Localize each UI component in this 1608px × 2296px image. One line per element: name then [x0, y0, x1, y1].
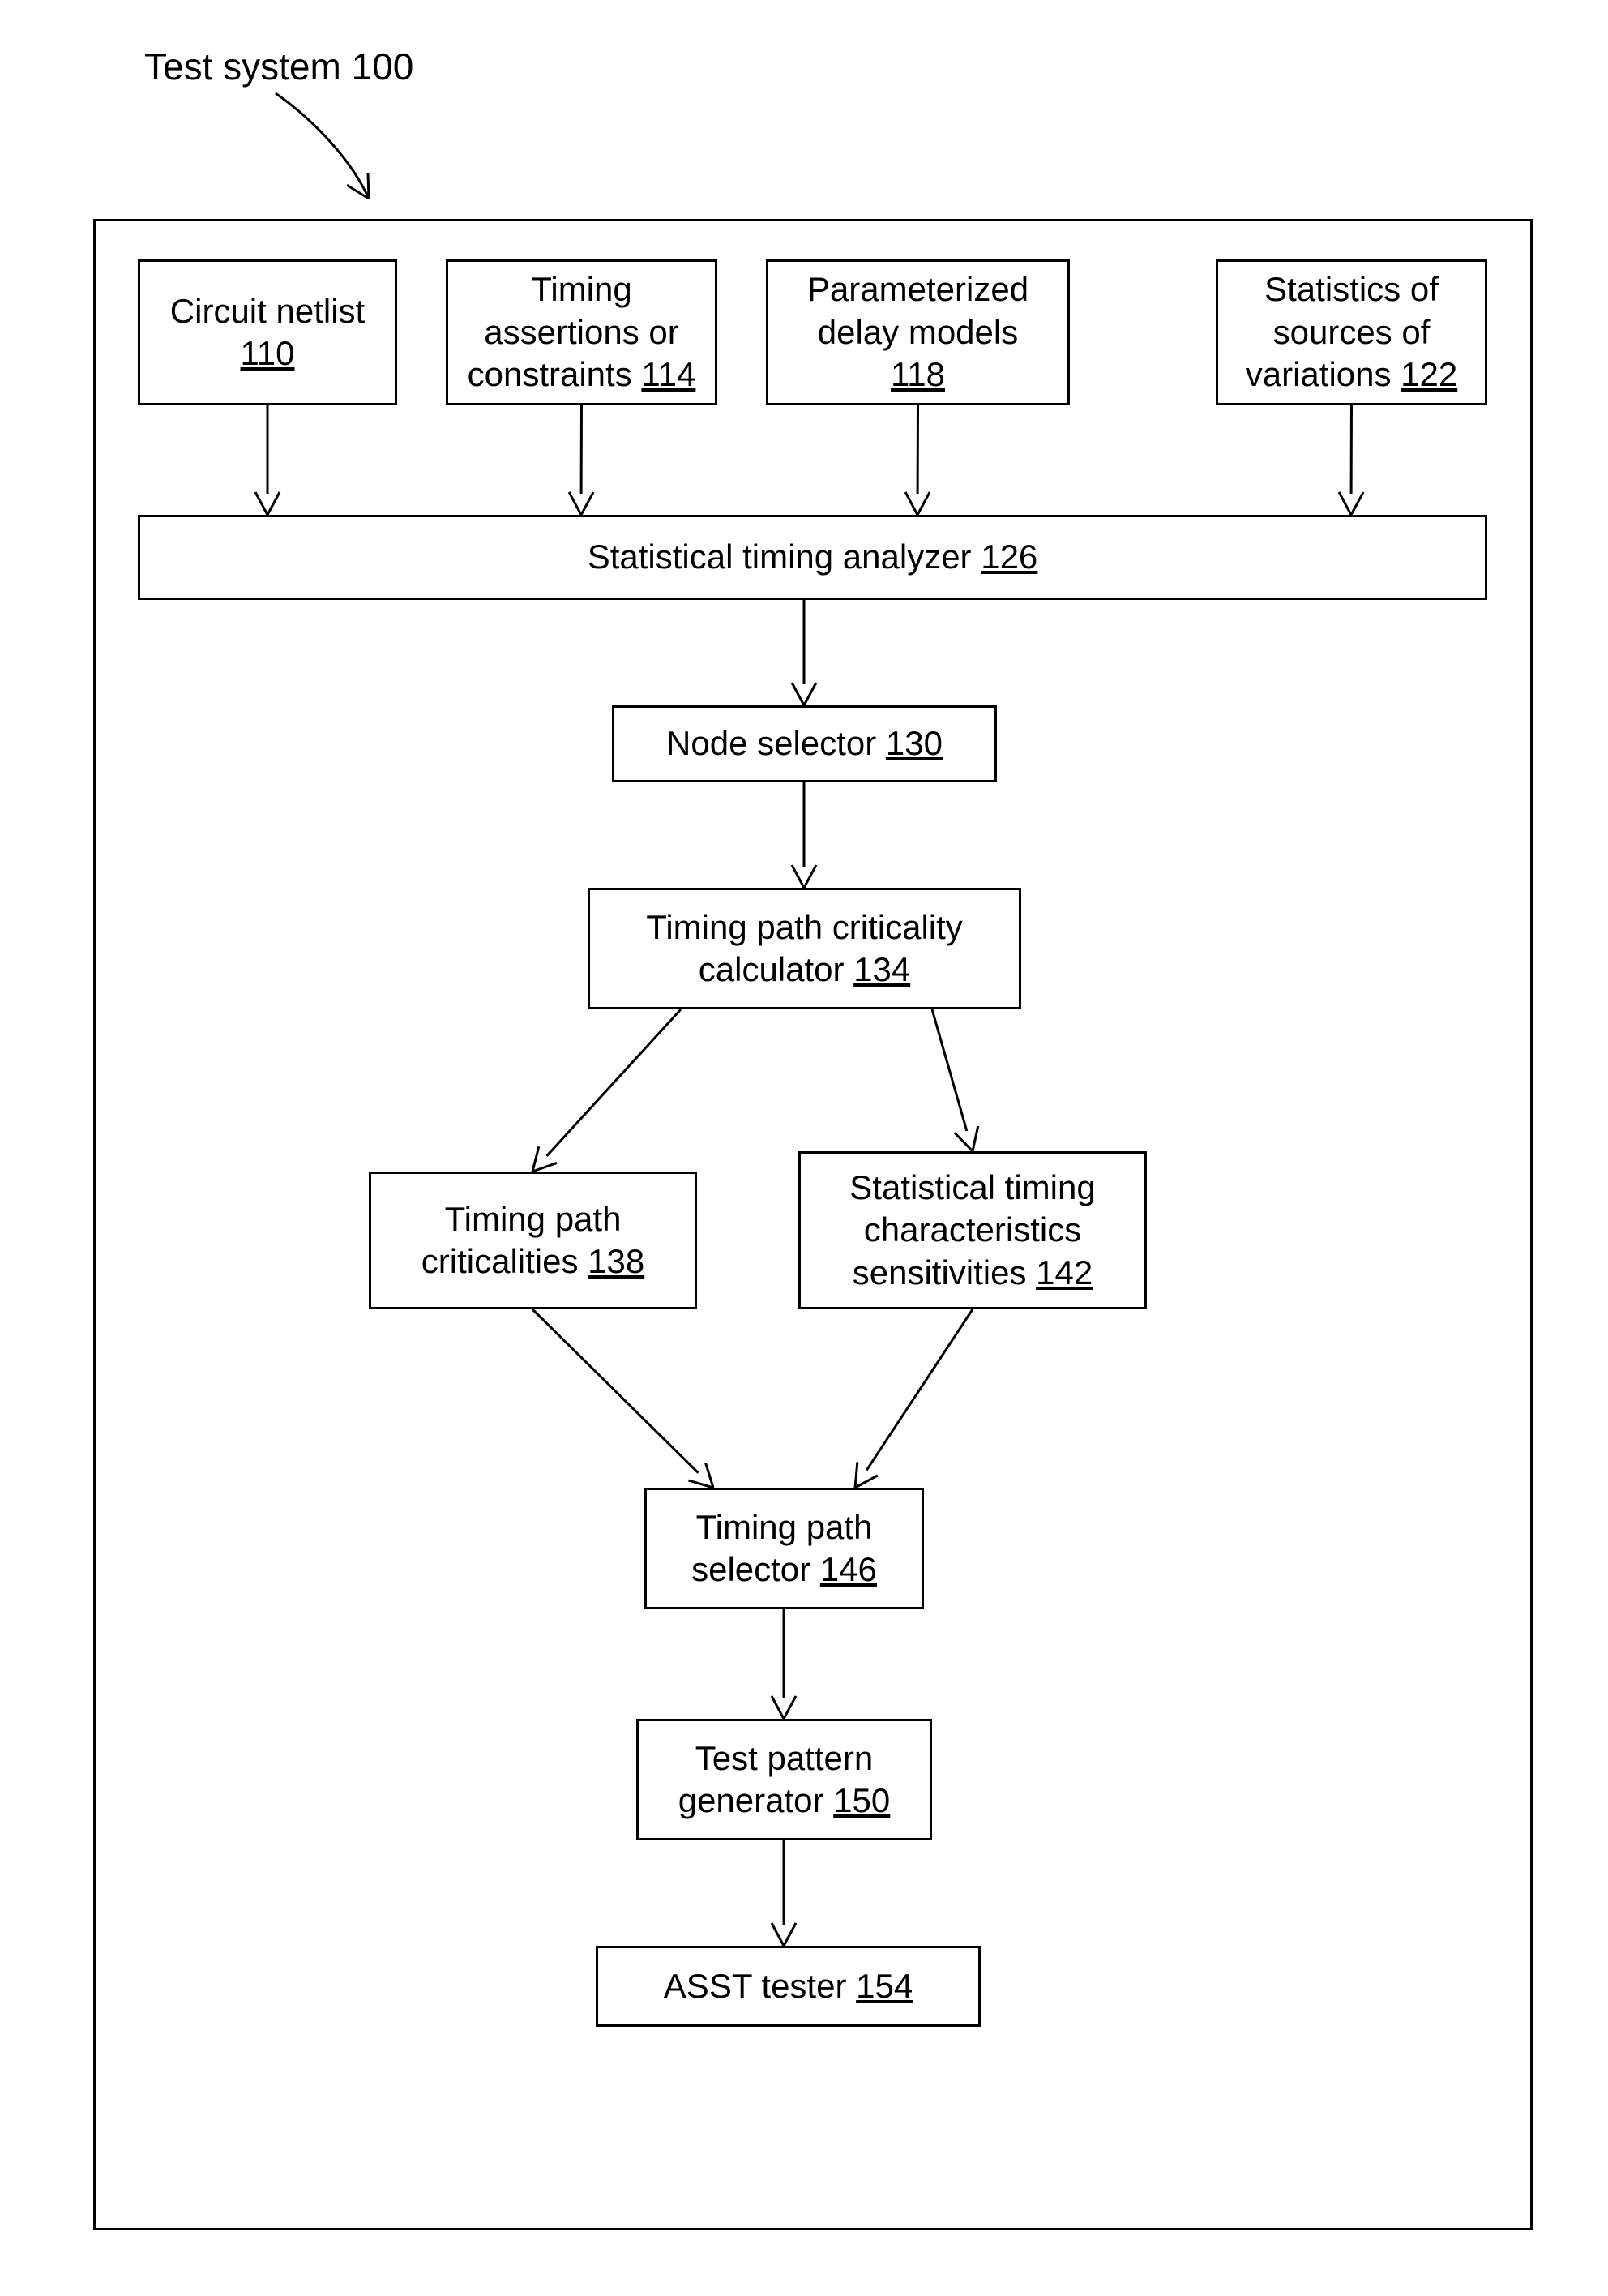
node-146-line-0: Timing path [696, 1506, 873, 1549]
node-142-prefix: sensitivities [853, 1253, 1036, 1292]
node-118-line-0: Parameterized [807, 268, 1029, 311]
node-142-line-1: characteristics [864, 1209, 1081, 1252]
node-138-prefix: criticalities [421, 1242, 588, 1280]
node-122: Statistics ofsources ofvariations 122 [1216, 259, 1487, 405]
node-142-line-0: Statistical timing [849, 1167, 1095, 1210]
node-134-line-0: Timing path criticality [646, 906, 963, 949]
node-138: Timing pathcriticalities 138 [369, 1172, 697, 1309]
node-114-prefix: constraints [468, 355, 642, 393]
node-154-label: ASST tester [664, 1967, 856, 2005]
node-134-prefix: calculator [699, 950, 853, 988]
node-126: Statistical timing analyzer 126 [138, 515, 1487, 600]
node-146: Timing pathselector 146 [644, 1488, 924, 1609]
node-122-prefix: variations [1246, 355, 1401, 393]
node-130-ref: 130 [886, 724, 943, 762]
node-122-line-0: Statistics of [1264, 268, 1439, 311]
node-130: Node selector 130 [612, 705, 997, 782]
node-110-line-0: Circuit netlist [170, 290, 365, 333]
node-154-ref: 154 [856, 1967, 913, 2005]
node-150: Test patterngenerator 150 [636, 1719, 932, 1840]
node-114-ref: 114 [641, 355, 695, 393]
node-110: Circuit netlist110 [138, 259, 397, 405]
title-text: Test system 100 [144, 45, 413, 88]
node-114: Timingassertions orconstraints 114 [446, 259, 717, 405]
node-138-ref: 138 [588, 1242, 644, 1280]
node-146-prefix: selector [691, 1550, 820, 1588]
node-134: Timing path criticalitycalculator 134 [588, 888, 1021, 1009]
node-114-line-1: assertions or [484, 311, 678, 354]
node-126-ref: 126 [981, 538, 1037, 576]
node-134-ref: 134 [853, 950, 910, 988]
node-150-prefix: generator [678, 1781, 833, 1819]
node-122-line-1: sources of [1273, 311, 1431, 354]
node-130-label: Node selector [666, 724, 886, 762]
node-154: ASST tester 154 [596, 1946, 981, 2027]
node-146-ref: 146 [820, 1550, 877, 1588]
node-142: Statistical timingcharacteristicssensiti… [798, 1151, 1147, 1309]
node-150-ref: 150 [833, 1781, 890, 1819]
diagram-title: Test system 100 [144, 45, 413, 88]
node-150-line-0: Test pattern [695, 1737, 873, 1780]
node-110-ref: 110 [241, 334, 295, 372]
node-118-ref: 118 [891, 355, 945, 393]
node-122-ref: 122 [1401, 355, 1457, 393]
node-138-line-0: Timing path [445, 1198, 622, 1241]
node-142-ref: 142 [1036, 1253, 1093, 1292]
node-118-line-1: delay models [818, 311, 1018, 354]
node-114-line-0: Timing [531, 268, 631, 311]
node-118: Parameterizeddelay models118 [766, 259, 1070, 405]
diagram-canvas: Test system 100 Circuit netlist110 Timing… [0, 0, 1608, 2296]
node-126-label: Statistical timing analyzer [588, 538, 981, 576]
